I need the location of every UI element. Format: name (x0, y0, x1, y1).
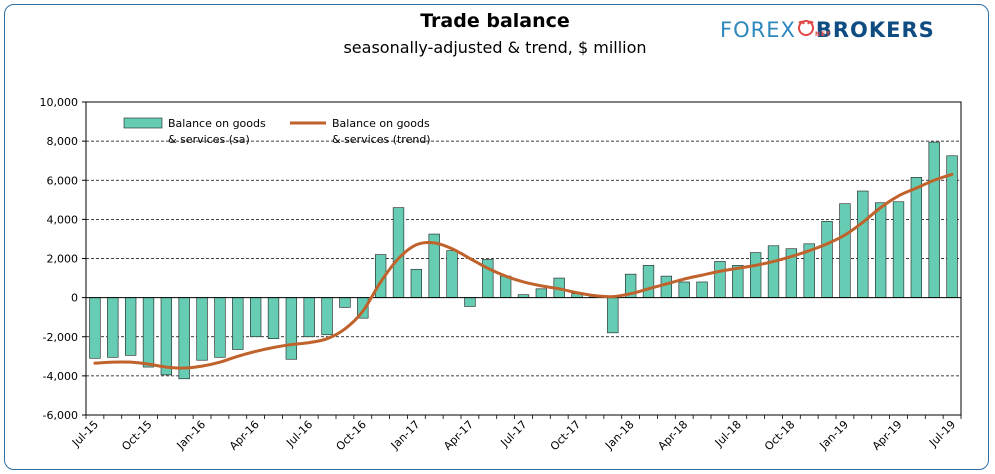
x-tick-label: Apr-18 (655, 418, 690, 453)
bar (874, 202, 887, 298)
y-axis: -6,000 -4,000 -2,000 0 2,000 4,000 6,000 8,000 1… (40, 96, 86, 422)
x-tick-label: Apr-19 (870, 418, 905, 453)
bar (267, 297, 280, 340)
y-tick-label: 8,000 (47, 135, 79, 148)
x-tick-label: Apr-17 (441, 418, 476, 453)
bar (928, 141, 940, 298)
bar (410, 268, 423, 298)
bull-icon (796, 18, 816, 42)
bar (839, 203, 851, 298)
x-tick-label: Apr-16 (227, 418, 262, 453)
bar (464, 297, 476, 307)
bar (607, 297, 619, 334)
bar (303, 297, 315, 338)
bar (339, 297, 351, 308)
chart-subtitle: seasonally-adjusted & trend, $ million (343, 38, 647, 57)
legend-label-bars: & services (sa) (168, 133, 250, 146)
bar (892, 201, 905, 298)
y-tick-label: 4,000 (47, 213, 79, 226)
x-axis: Jul-15 Oct-15 Jan-16 Apr-16 Jul-16 Oct-16 Jan-… (69, 415, 962, 453)
x-tick-label: Oct-16 (334, 418, 369, 453)
logo-badge-net: NET (815, 31, 832, 38)
forexbrokers-logo: FOREX BROKERS NET (720, 18, 935, 42)
y-tick-label: 6,000 (47, 174, 79, 187)
bar (749, 252, 762, 298)
y-tick-label: -2,000 (43, 331, 78, 344)
logo-text-brokers: BROKERS (815, 18, 935, 42)
bar (160, 297, 173, 376)
bar (124, 297, 137, 356)
bar (232, 297, 244, 350)
bar (392, 207, 405, 298)
y-tick-label: -6,000 (43, 409, 78, 422)
y-tick-label: 2,000 (47, 253, 79, 266)
legend-label-trend: Balance on goods (332, 117, 430, 130)
x-tick-label: Jul-19 (926, 418, 958, 450)
chart-title: Trade balance (420, 10, 570, 32)
x-tick-label: Oct-15 (119, 418, 154, 453)
y-tick-label: -4,000 (43, 370, 78, 383)
trend-series (93, 172, 954, 370)
bar (249, 297, 262, 338)
legend: Balance on goods & services (sa) Balance o… (123, 117, 431, 146)
x-tick-label: Jan-19 (816, 418, 851, 453)
x-tick-label: Jul-17 (498, 418, 530, 450)
bar (678, 281, 690, 298)
bar (857, 190, 869, 298)
bar (214, 297, 226, 358)
bar (767, 245, 780, 298)
bar (821, 221, 833, 298)
bar-series (89, 141, 958, 380)
bar (714, 261, 726, 298)
y-tick-label: 0 (71, 292, 78, 305)
x-tick-label: Jul-15 (69, 418, 101, 450)
bar (446, 250, 458, 298)
bar (660, 275, 673, 298)
bar (499, 275, 512, 298)
y-tick-label: 10,000 (40, 96, 79, 109)
x-tick-label: Oct-17 (548, 418, 583, 453)
legend-swatch-bars (123, 117, 163, 129)
bar (910, 177, 923, 298)
bar (196, 297, 208, 361)
bar (142, 297, 155, 368)
logo-text-forex: FOREX (720, 18, 796, 42)
bar (107, 297, 119, 358)
bar (642, 265, 655, 298)
bar (696, 281, 708, 298)
x-tick-label: Jan-17 (388, 418, 423, 453)
x-tick-label: Jan-16 (174, 418, 209, 453)
x-tick-label: Oct-18 (762, 418, 797, 453)
x-tick-label: Jul-18 (712, 418, 744, 450)
x-tick-label: Jul-16 (283, 418, 315, 450)
legend-label-trend: & services (trend) (332, 133, 431, 146)
bar (321, 297, 333, 336)
legend-label-bars: Balance on goods (168, 117, 266, 130)
x-tick-label: Jan-18 (602, 418, 637, 453)
bar (535, 288, 548, 298)
bar (89, 297, 101, 359)
bar (285, 297, 298, 360)
trend-line (93, 172, 954, 370)
